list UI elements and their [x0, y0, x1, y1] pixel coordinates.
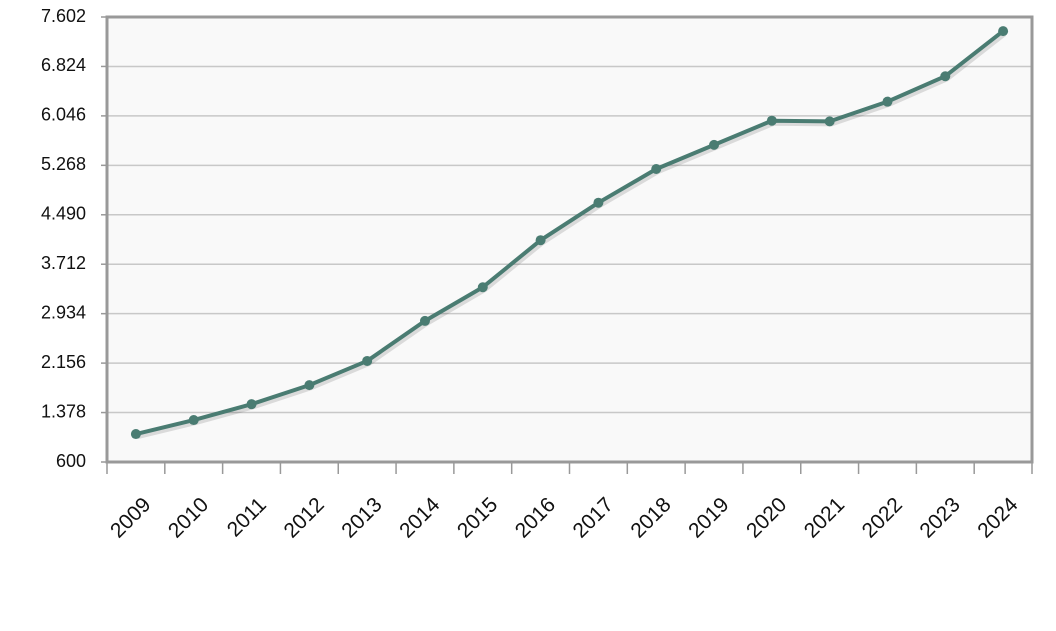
data-point [188, 415, 199, 426]
x-tick-label: 2012 [280, 493, 329, 542]
x-tick-label: 2017 [569, 493, 618, 542]
x-tick-label: 2023 [915, 493, 964, 542]
data-point [709, 139, 720, 150]
y-tick-label: 5.268 [41, 154, 86, 174]
y-tick-label: 6.824 [41, 55, 86, 75]
plot-area [107, 17, 1032, 462]
x-tick-label: 2022 [858, 493, 907, 542]
x-tick-label: 2016 [511, 493, 560, 542]
x-tick-label: 2010 [164, 493, 213, 542]
data-point [766, 115, 777, 126]
x-tick-label: 2021 [800, 493, 849, 542]
x-tick-label: 2018 [626, 493, 675, 542]
data-point [593, 197, 604, 208]
data-point [130, 429, 141, 440]
y-tick-label: 3.712 [41, 253, 86, 273]
y-tick-label: 4.490 [41, 204, 86, 224]
x-tick-label: 2019 [684, 493, 733, 542]
data-point [246, 399, 257, 410]
data-point [477, 282, 488, 293]
data-point [882, 96, 893, 107]
line-shadow [137, 32, 1007, 439]
y-tick-label: 6.046 [41, 105, 86, 125]
x-tick-label: 2024 [973, 493, 1023, 543]
x-tick-label: 2014 [395, 493, 445, 543]
data-point [998, 26, 1009, 37]
data-point [940, 71, 951, 82]
data-point [362, 355, 373, 366]
x-tick-label: 2009 [106, 493, 155, 542]
data-point [535, 235, 546, 246]
x-tick-label: 2013 [337, 493, 386, 542]
y-tick-label: 7.602 [41, 6, 86, 26]
x-tick-label: 2020 [742, 493, 791, 542]
x-tick-label: 2011 [223, 493, 271, 541]
y-tick-label: 2.156 [41, 352, 86, 372]
x-tick-label: 2015 [453, 493, 502, 542]
data-line [135, 29, 1005, 436]
y-tick-label: 1.378 [41, 401, 86, 421]
data-point [651, 164, 662, 175]
data-point [824, 116, 835, 127]
y-tick-label: 2.934 [41, 302, 86, 322]
data-point [304, 380, 315, 391]
data-point [419, 315, 430, 326]
y-tick-label: 600 [56, 451, 86, 471]
